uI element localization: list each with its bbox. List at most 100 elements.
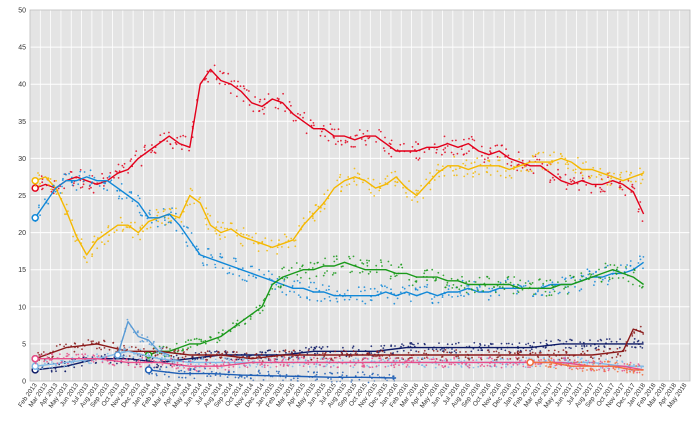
data-point <box>601 361 603 364</box>
data-point <box>51 356 54 359</box>
data-point <box>373 287 376 290</box>
data-point <box>606 283 609 286</box>
data-point <box>510 177 513 179</box>
data-point <box>597 345 600 348</box>
data-point <box>81 348 83 351</box>
data-point <box>157 220 160 223</box>
data-point <box>94 362 97 364</box>
data-point <box>638 208 640 211</box>
data-point <box>516 292 518 295</box>
data-point <box>580 357 583 360</box>
data-point <box>173 364 176 367</box>
data-point <box>312 371 315 374</box>
data-point <box>423 272 426 275</box>
data-point <box>358 378 361 381</box>
data-point <box>529 350 531 352</box>
data-point <box>394 345 396 347</box>
data-point <box>276 97 279 100</box>
data-point <box>389 143 392 146</box>
data-point <box>473 341 476 344</box>
data-point <box>167 355 170 358</box>
data-point <box>329 357 331 360</box>
data-point <box>312 348 315 351</box>
data-point <box>350 381 353 383</box>
data-point <box>232 322 234 325</box>
data-point <box>204 351 207 354</box>
data-point <box>125 355 128 358</box>
data-point <box>385 357 387 360</box>
data-point <box>611 277 614 280</box>
data-point <box>194 352 197 354</box>
data-point <box>355 184 358 186</box>
data-point <box>291 365 294 368</box>
data-point <box>562 357 565 360</box>
data-point <box>505 342 508 345</box>
data-point <box>178 365 181 368</box>
data-point <box>579 358 582 361</box>
data-point <box>588 361 591 364</box>
data-point <box>323 365 326 368</box>
data-point <box>589 339 591 341</box>
data-point <box>536 158 538 161</box>
data-point <box>61 359 64 362</box>
data-point <box>501 144 503 147</box>
data-point <box>246 358 249 361</box>
data-point <box>402 186 404 189</box>
data-point <box>488 160 491 163</box>
data-point <box>641 373 644 376</box>
data-point <box>287 246 290 249</box>
data-point <box>559 339 561 342</box>
data-point <box>219 253 222 255</box>
data-point <box>507 342 510 345</box>
data-point <box>197 370 200 373</box>
data-point <box>322 274 325 277</box>
data-point <box>468 366 471 369</box>
data-point <box>217 331 220 334</box>
data-point <box>95 359 97 361</box>
data-point <box>68 353 70 356</box>
data-point <box>161 222 163 225</box>
data-point <box>81 353 84 356</box>
data-point <box>557 339 560 341</box>
data-point <box>444 365 447 367</box>
data-point <box>294 245 297 248</box>
data-point <box>346 352 348 355</box>
data-point <box>241 267 244 269</box>
data-point <box>81 186 84 188</box>
data-point <box>336 300 339 303</box>
data-point <box>619 354 622 357</box>
data-point <box>349 271 352 274</box>
data-point <box>186 204 189 207</box>
data-point <box>332 272 335 274</box>
data-point <box>224 236 226 239</box>
data-point <box>226 376 229 378</box>
data-point <box>336 366 339 369</box>
data-point <box>631 335 634 337</box>
data-point <box>161 363 164 366</box>
data-point <box>316 262 319 264</box>
data-point <box>232 354 235 356</box>
data-point <box>219 255 222 258</box>
data-point <box>148 343 151 345</box>
data-point <box>244 365 247 368</box>
data-point <box>545 339 548 342</box>
data-point <box>47 183 50 186</box>
data-point <box>466 173 469 175</box>
data-point <box>198 198 201 201</box>
data-point <box>187 369 190 371</box>
data-point <box>345 374 348 377</box>
data-point <box>441 165 444 168</box>
data-point <box>597 340 599 342</box>
data-point <box>567 291 570 294</box>
data-point <box>555 367 557 370</box>
data-point <box>408 180 410 183</box>
data-point <box>460 365 463 367</box>
data-point <box>258 268 261 271</box>
data-point <box>637 262 640 264</box>
data-point <box>463 153 465 156</box>
data-point <box>633 363 635 366</box>
data-point <box>417 143 420 146</box>
data-point <box>394 170 397 173</box>
data-point <box>507 275 510 278</box>
data-point <box>310 124 313 127</box>
